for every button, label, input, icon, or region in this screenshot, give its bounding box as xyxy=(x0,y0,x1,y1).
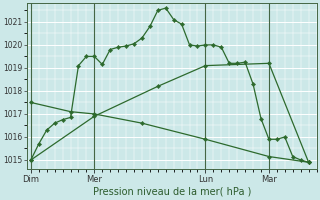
X-axis label: Pression niveau de la mer( hPa ): Pression niveau de la mer( hPa ) xyxy=(92,187,251,197)
